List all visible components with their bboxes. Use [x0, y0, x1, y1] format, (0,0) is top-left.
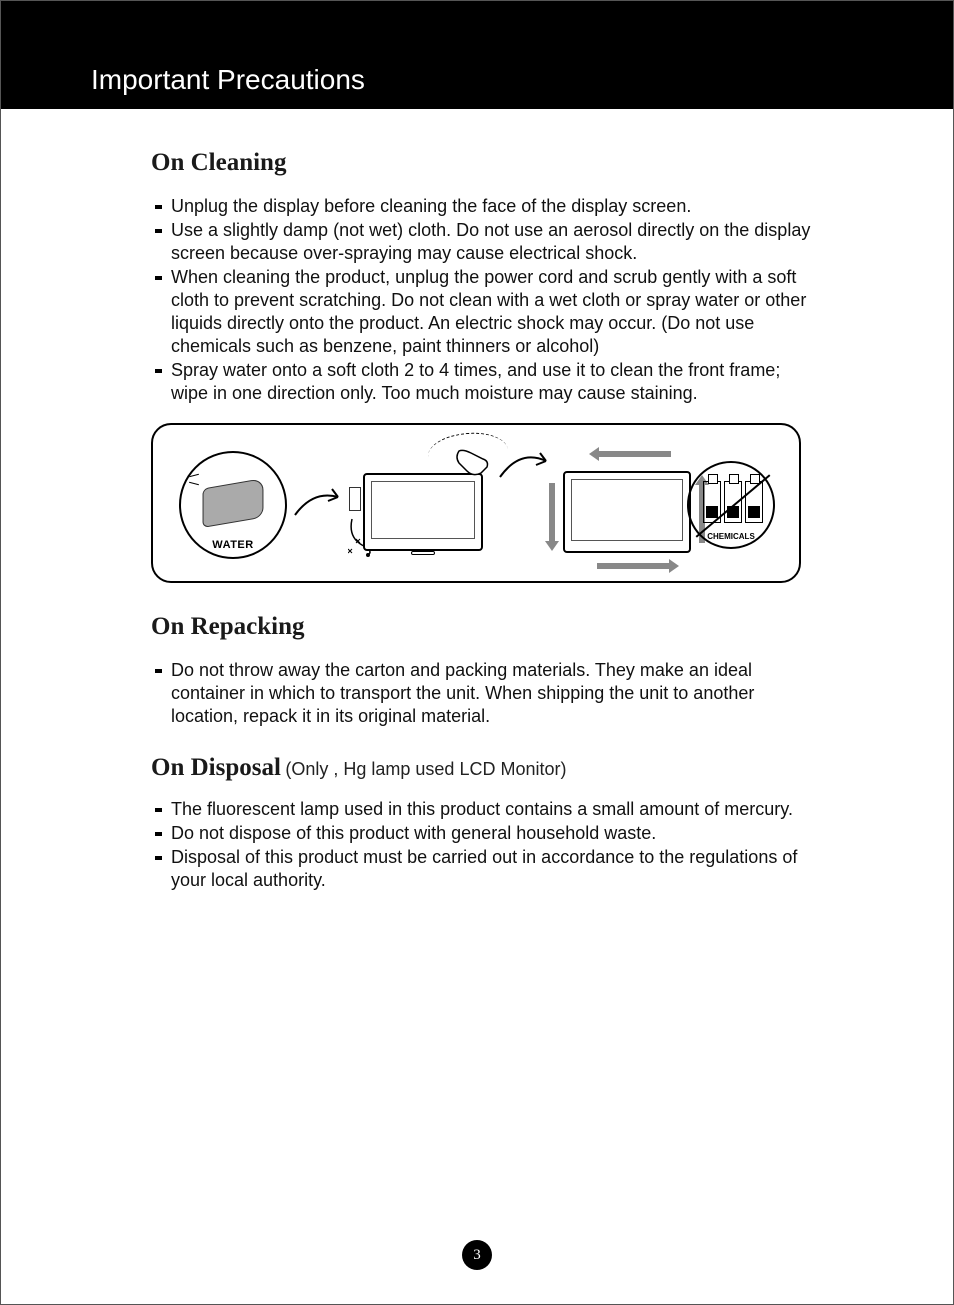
- list-item: Unplug the display before cleaning the f…: [151, 195, 811, 218]
- repacking-list: Do not throw away the carton and packing…: [151, 659, 811, 728]
- header-title: Important Precautions: [91, 64, 365, 96]
- header-bar: Important Precautions: [1, 1, 953, 109]
- heading-repacking: On Repacking: [151, 613, 811, 641]
- monitor-stand-icon: [411, 551, 435, 555]
- flow-arrow-icon: [293, 485, 353, 525]
- chemicals-label: CHEMICALS: [689, 532, 773, 541]
- no-chemicals-icon: CHEMICALS: [687, 461, 775, 549]
- list-item: Do not throw away the carton and packing…: [151, 659, 811, 728]
- list-item: Disposal of this product must be carried…: [151, 846, 811, 892]
- list-item: Spray water onto a soft cloth 2 to 4 tim…: [151, 359, 811, 405]
- page: Important Precautions On Cleaning Unplug…: [0, 0, 954, 1305]
- monitor-direction-icon: [563, 471, 691, 553]
- direction-arrow-icon: [597, 451, 671, 457]
- cloth-icon: [203, 478, 264, 528]
- bottle-icon: [724, 481, 742, 523]
- list-item: The fluorescent lamp used in this produc…: [151, 798, 811, 821]
- heading-cleaning: On Cleaning: [151, 149, 811, 177]
- heading-disposal-note: (Only , Hg lamp used LCD Monitor): [285, 759, 566, 779]
- hand-wiping-icon: [453, 447, 493, 487]
- direction-arrow-icon: [597, 563, 671, 569]
- list-item: Use a slightly damp (not wet) cloth. Do …: [151, 219, 811, 265]
- heading-disposal: On Disposal: [151, 754, 281, 781]
- content-area: On Cleaning Unplug the display before cl…: [151, 131, 811, 901]
- disposal-list: The fluorescent lamp used in this produc…: [151, 798, 811, 892]
- page-number: 3: [462, 1240, 492, 1270]
- direction-arrow-icon: [549, 483, 555, 543]
- list-item: When cleaning the product, unplug the po…: [151, 266, 811, 358]
- spray-lines-icon: [189, 473, 209, 488]
- cleaning-illustration: WATER: [151, 423, 801, 583]
- outlet-icon: [349, 487, 361, 511]
- list-item: Do not dispose of this product with gene…: [151, 822, 811, 845]
- cleaning-list: Unplug the display before cleaning the f…: [151, 195, 811, 405]
- water-ok-icon: WATER: [179, 451, 287, 559]
- heading-disposal-row: On Disposal (Only , Hg lamp used LCD Mon…: [151, 754, 811, 782]
- water-label: WATER: [181, 539, 285, 551]
- flow-arrow-icon: [498, 447, 558, 487]
